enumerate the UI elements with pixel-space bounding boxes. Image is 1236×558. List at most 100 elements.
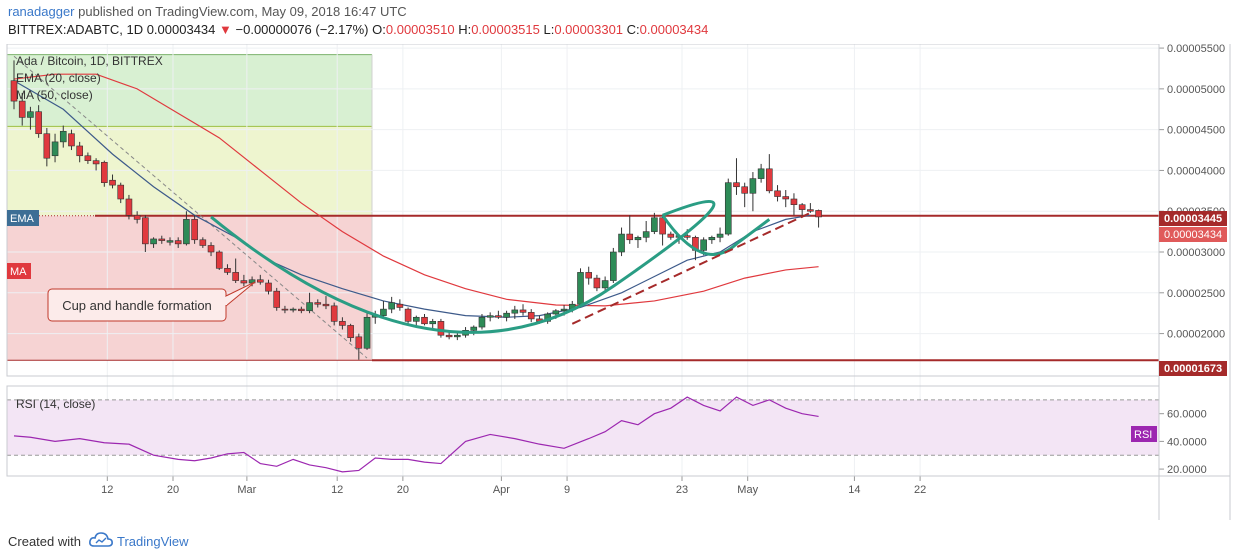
price-tick-label: 0.00002500 xyxy=(1167,288,1225,300)
candle-body xyxy=(815,210,822,218)
candle-up xyxy=(429,318,437,330)
candle-body xyxy=(273,290,281,308)
candle-body xyxy=(109,179,116,186)
chart-header: ranadagger published on TradingView.com,… xyxy=(0,0,1236,44)
candle-body xyxy=(265,282,272,292)
fib-zone-green xyxy=(7,54,372,127)
candle-down xyxy=(35,105,42,138)
candle-down xyxy=(68,129,75,151)
chart-canvas[interactable]: 0.000020000.000025000.000030000.00003500… xyxy=(0,44,1236,526)
candle-body xyxy=(577,272,584,305)
candle-down xyxy=(76,141,83,163)
candle-body xyxy=(593,277,601,289)
candle-up xyxy=(577,268,584,308)
high-label: H: xyxy=(458,22,472,37)
price-change: −0.00000076 (−2.17%) xyxy=(235,22,369,37)
close-value: 0.00003434 xyxy=(639,22,709,37)
candle-down xyxy=(347,323,354,342)
candle-body xyxy=(199,239,207,246)
candle-body xyxy=(766,168,773,192)
rsi-band xyxy=(7,399,1159,456)
time-tick-label: 14 xyxy=(848,484,860,496)
ema20-line xyxy=(13,80,811,318)
candle-body xyxy=(232,272,239,281)
candle-body xyxy=(289,308,297,311)
candle-body xyxy=(142,217,149,245)
candle-down xyxy=(117,182,125,204)
candle-body xyxy=(700,239,707,251)
candle-up xyxy=(183,211,190,246)
candle-up xyxy=(27,106,34,130)
candle-down xyxy=(445,331,453,340)
candle-up xyxy=(412,315,420,326)
last-price-label: 0.00003434 xyxy=(1164,229,1222,241)
last-price-badge xyxy=(1159,227,1227,242)
candle-body xyxy=(396,303,404,308)
candle-up xyxy=(651,212,658,235)
candle-body xyxy=(183,219,190,245)
ema-tag-label: EMA xyxy=(10,213,35,225)
support-price-badge xyxy=(1159,361,1227,376)
high-value: 0.00003515 xyxy=(471,22,540,37)
candle-down xyxy=(224,264,231,275)
candle-down xyxy=(125,194,133,220)
symbol-label: BITTREX:ADABTC, 1D xyxy=(8,22,144,37)
candle-down xyxy=(626,215,634,244)
candle-down xyxy=(10,60,18,110)
candle-body xyxy=(191,219,198,241)
footer: Created with TradingView xyxy=(0,526,1236,558)
candle-down xyxy=(790,193,798,216)
candle-body xyxy=(101,161,108,183)
candle-down xyxy=(585,266,593,285)
candle-down xyxy=(256,274,264,285)
candle-body xyxy=(445,334,453,338)
candle-body xyxy=(166,240,174,243)
tradingview-link[interactable]: TradingView xyxy=(117,534,189,549)
candle-body xyxy=(68,133,75,147)
candle-down xyxy=(741,182,748,208)
publish-text: published on TradingView.com, May 09, 20… xyxy=(78,4,407,19)
time-tick-label: 20 xyxy=(167,484,179,496)
time-tick-label: May xyxy=(737,484,758,496)
candle-body xyxy=(552,310,560,315)
low-label: L: xyxy=(543,22,555,37)
symbol-ohlc: BITTREX:ADABTC, 1D 0.00003434 ▼ −0.00000… xyxy=(8,22,708,37)
candle-down xyxy=(232,258,239,284)
candle-body xyxy=(790,198,798,205)
candle-body xyxy=(158,238,166,241)
author-link[interactable]: ranadagger xyxy=(8,4,75,19)
candle-up xyxy=(59,125,67,148)
candle-body xyxy=(716,233,724,238)
price-tick-label: 0.00003000 xyxy=(1167,247,1225,259)
candle-body xyxy=(76,145,83,157)
time-tick-label: 23 xyxy=(676,484,688,496)
candle-down xyxy=(339,317,346,330)
candle-body xyxy=(125,198,133,216)
candle-down xyxy=(495,310,502,319)
candle-up xyxy=(716,227,724,243)
candle-body xyxy=(519,309,527,313)
time-tick-label: 9 xyxy=(564,484,570,496)
candle-up xyxy=(150,237,157,248)
ema-tag xyxy=(7,210,39,226)
candle-up xyxy=(289,307,297,313)
candle-body xyxy=(454,334,461,338)
candle-down xyxy=(774,185,781,202)
candle-up xyxy=(478,314,486,330)
candle-down xyxy=(733,158,740,195)
candle-body xyxy=(388,302,395,310)
candle-body xyxy=(51,141,59,157)
rsi-tick-label: 60.0000 xyxy=(1167,409,1207,421)
candle-body xyxy=(782,196,790,200)
time-tick-label: 20 xyxy=(397,484,409,496)
candle-body xyxy=(774,190,781,197)
candle-down xyxy=(265,279,272,295)
ma-tag xyxy=(7,263,31,279)
candle-body xyxy=(92,160,100,165)
candle-body xyxy=(601,280,609,289)
candle-up xyxy=(708,235,716,244)
price-tick-label: 0.00004500 xyxy=(1167,125,1225,137)
candle-body xyxy=(363,316,371,349)
annotation-text: Cup and handle formation xyxy=(62,298,212,313)
low-value: 0.00003301 xyxy=(554,22,624,37)
